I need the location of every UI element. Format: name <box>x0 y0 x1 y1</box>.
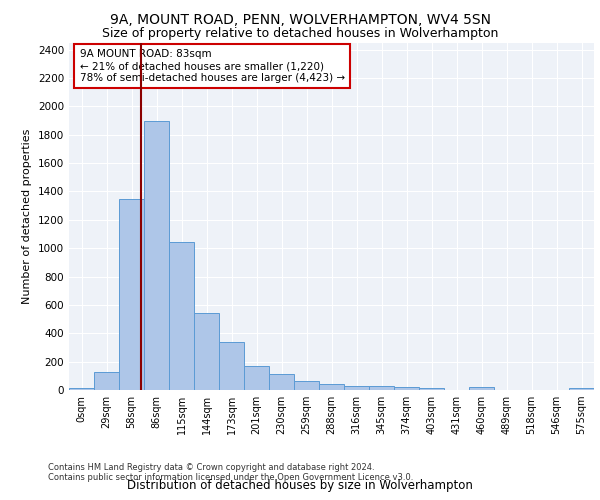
Text: Distribution of detached houses by size in Wolverhampton: Distribution of detached houses by size … <box>127 480 473 492</box>
Bar <box>269 374 294 390</box>
Bar <box>469 387 494 390</box>
Bar <box>369 386 394 390</box>
Y-axis label: Number of detached properties: Number of detached properties <box>22 128 32 304</box>
Text: Size of property relative to detached houses in Wolverhampton: Size of property relative to detached ho… <box>102 28 498 40</box>
Bar <box>344 386 369 390</box>
Bar <box>69 388 94 390</box>
Bar <box>169 242 194 390</box>
Bar <box>144 120 169 390</box>
Bar <box>119 199 144 390</box>
Bar <box>319 384 344 390</box>
Text: 9A, MOUNT ROAD, PENN, WOLVERHAMPTON, WV4 5SN: 9A, MOUNT ROAD, PENN, WOLVERHAMPTON, WV4… <box>110 12 491 26</box>
Bar <box>294 381 319 390</box>
Text: Contains public sector information licensed under the Open Government Licence v3: Contains public sector information licen… <box>48 474 413 482</box>
Bar <box>419 388 444 390</box>
Bar <box>219 342 244 390</box>
Bar <box>569 388 594 390</box>
Bar <box>194 314 219 390</box>
Bar <box>94 372 119 390</box>
Bar <box>244 366 269 390</box>
Text: 9A MOUNT ROAD: 83sqm
← 21% of detached houses are smaller (1,220)
78% of semi-de: 9A MOUNT ROAD: 83sqm ← 21% of detached h… <box>79 50 344 82</box>
Text: Contains HM Land Registry data © Crown copyright and database right 2024.: Contains HM Land Registry data © Crown c… <box>48 464 374 472</box>
Bar <box>394 388 419 390</box>
